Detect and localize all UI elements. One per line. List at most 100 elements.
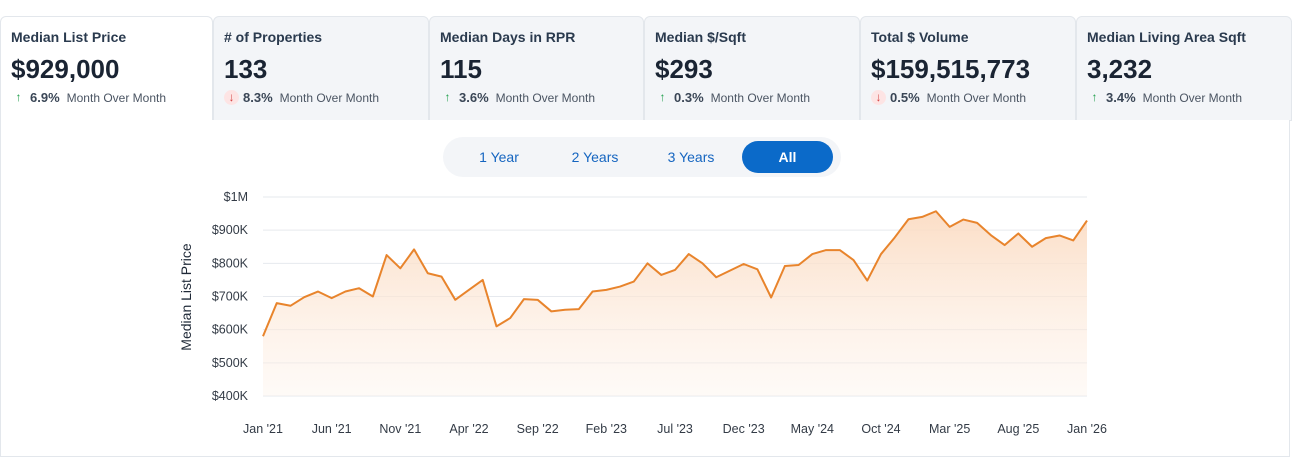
data-point[interactable]	[834, 244, 846, 256]
x-tick-label: Dec '23	[723, 422, 765, 436]
range-option-3[interactable]: 3 Years	[667, 149, 715, 165]
data-point[interactable]	[669, 264, 681, 276]
data-point[interactable]	[999, 239, 1011, 251]
y-tick-label: $600K	[212, 323, 249, 337]
arrow-up-icon: ↑	[15, 90, 22, 104]
metric-change: ↑ 0.3% Month Over Month	[655, 90, 859, 105]
data-point[interactable]	[765, 291, 777, 303]
metric-change: ↑ 3.4% Month Over Month	[1087, 90, 1291, 105]
data-point[interactable]	[738, 258, 750, 270]
data-point[interactable]	[614, 281, 626, 293]
arrow-up-icon: ↑	[444, 90, 451, 104]
data-point[interactable]	[436, 271, 448, 283]
x-tick-label: Apr '22	[449, 422, 488, 436]
range-option-1[interactable]: 1 Year	[479, 149, 519, 165]
change-period: Month Over Month	[495, 90, 596, 105]
data-point[interactable]	[957, 214, 969, 226]
data-point[interactable]	[518, 293, 530, 305]
change-percent: 0.5%	[890, 90, 920, 105]
metric-title: Median Living Area Sqft	[1087, 29, 1246, 45]
data-point[interactable]	[271, 297, 283, 309]
metric-tab-3[interactable]: Median Days in RPR 115 ↑ 3.6% Month Over Mon…	[429, 16, 644, 121]
x-tick-label: Aug '25	[997, 422, 1039, 436]
data-point[interactable]	[751, 263, 763, 275]
data-point[interactable]	[408, 243, 420, 255]
data-point[interactable]	[545, 305, 557, 317]
data-point[interactable]	[587, 286, 599, 298]
data-point[interactable]	[573, 303, 585, 315]
data-point[interactable]	[902, 213, 914, 225]
data-point[interactable]	[1081, 215, 1093, 227]
data-point[interactable]	[683, 248, 695, 260]
data-point[interactable]	[284, 300, 296, 312]
data-point[interactable]	[848, 254, 860, 266]
data-point[interactable]	[875, 248, 887, 260]
x-tick-label: Sep '22	[517, 422, 559, 436]
data-point[interactable]	[971, 217, 983, 229]
y-tick-label: $700K	[212, 290, 249, 304]
data-point[interactable]	[710, 271, 722, 283]
data-point[interactable]	[1040, 232, 1052, 244]
metric-title: Median List Price	[11, 29, 127, 45]
price-series-line	[262, 210, 1088, 337]
data-point[interactable]	[463, 284, 475, 296]
metric-tab-2[interactable]: # of Properties 133 ↓ 8.3% Month Over Month	[213, 16, 429, 121]
data-point[interactable]	[793, 259, 805, 271]
metric-tab-4[interactable]: Median $/Sqft $293 ↑ 0.3% Month Over Month	[644, 16, 860, 121]
data-point[interactable]	[422, 267, 434, 279]
data-point[interactable]	[394, 262, 406, 274]
y-tick-label: $500K	[212, 356, 249, 370]
arrow-up-icon: ↑	[1091, 90, 1098, 104]
data-point[interactable]	[1054, 229, 1066, 241]
data-point[interactable]	[820, 244, 832, 256]
data-point[interactable]	[655, 269, 667, 281]
data-point[interactable]	[779, 260, 791, 272]
range-option-4[interactable]: All	[742, 141, 833, 173]
data-point[interactable]	[1012, 227, 1024, 239]
data-point[interactable]	[642, 257, 654, 269]
metric-tab-6[interactable]: Median Living Area Sqft 3,232 ↑ 3.4% Month O…	[1076, 16, 1292, 121]
metric-value: $293	[655, 54, 713, 84]
data-point[interactable]	[477, 274, 489, 286]
time-range-selector: 1 Year 2 Years 3 Years All	[443, 137, 841, 177]
x-axis: Jan '21 Jun '21 Nov '21 Apr '22 Sep '22 Feb '…	[243, 422, 1107, 436]
data-point[interactable]	[367, 291, 379, 303]
data-point[interactable]	[916, 211, 928, 223]
metric-tab-1[interactable]: Median List Price $929,000 ↑ 6.9% Month Over…	[0, 16, 213, 121]
change-period: Month Over Month	[279, 90, 380, 105]
data-point[interactable]	[339, 286, 351, 298]
data-point[interactable]	[889, 231, 901, 243]
data-point[interactable]	[298, 291, 310, 303]
x-tick-label: Oct '24	[861, 422, 900, 436]
data-point[interactable]	[724, 265, 736, 277]
data-point[interactable]	[985, 229, 997, 241]
data-point[interactable]	[930, 205, 942, 217]
price-area-fill	[263, 211, 1087, 396]
data-point[interactable]	[861, 275, 873, 287]
data-point[interactable]	[326, 292, 338, 304]
metric-tab-5[interactable]: Total $ Volume $159,515,773 ↓ 0.5% Month Ove…	[860, 16, 1076, 121]
data-point[interactable]	[312, 286, 324, 298]
x-tick-label: Jun '21	[312, 422, 352, 436]
data-point[interactable]	[600, 284, 612, 296]
data-point[interactable]	[381, 249, 393, 261]
data-point[interactable]	[504, 312, 516, 324]
data-point[interactable]	[532, 294, 544, 306]
data-point[interactable]	[559, 304, 571, 316]
x-tick-label: Jan '26	[1067, 422, 1107, 436]
data-point[interactable]	[1067, 234, 1079, 246]
arrow-up-icon: ↑	[659, 90, 666, 104]
y-axis: $400K $500K $600K $700K $800K $900K $1M	[212, 190, 249, 403]
data-point[interactable]	[449, 294, 461, 306]
data-point[interactable]	[628, 276, 640, 288]
data-point[interactable]	[1026, 241, 1038, 253]
data-point[interactable]	[696, 257, 708, 269]
data-point[interactable]	[257, 330, 269, 342]
data-point[interactable]	[490, 320, 502, 332]
metric-change: ↓ 0.5% Month Over Month	[871, 90, 1075, 105]
data-point[interactable]	[353, 282, 365, 294]
metric-value: $159,515,773	[871, 54, 1031, 84]
range-option-2[interactable]: 2 Years	[571, 149, 619, 165]
data-point[interactable]	[806, 248, 818, 260]
data-point[interactable]	[944, 221, 956, 233]
